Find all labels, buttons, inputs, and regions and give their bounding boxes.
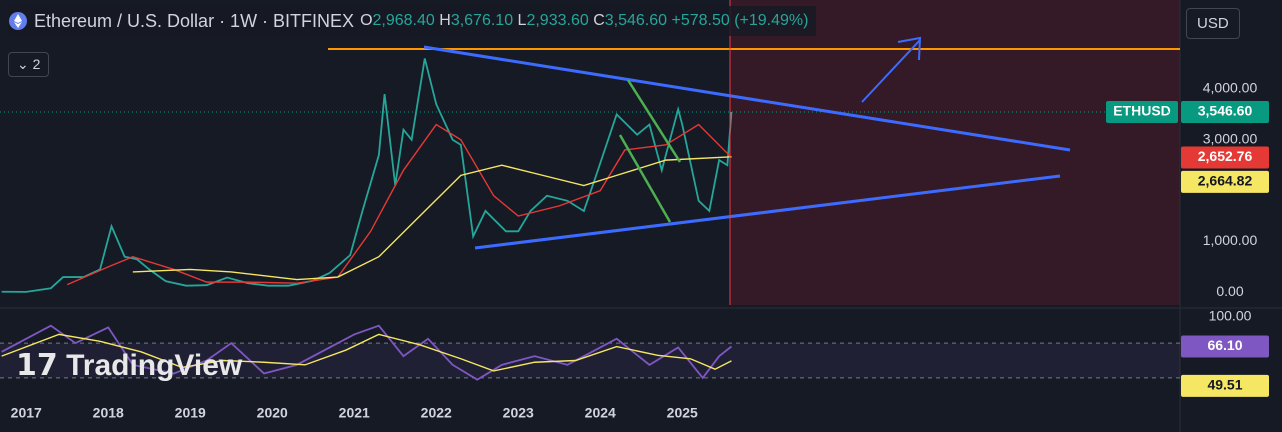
x-tick-label: 2019	[175, 405, 206, 421]
y-tick-label: 4,000.00	[1203, 80, 1258, 96]
price-badge	[1181, 170, 1269, 193]
price-badge-label: 2,652.76	[1198, 148, 1253, 164]
currency-button[interactable]: USD	[1186, 8, 1240, 39]
label: O	[360, 12, 373, 29]
series-line	[1, 333, 732, 372]
x-tick-label: 2020	[257, 405, 288, 421]
legend-header: Ethereum / U.S. Dollar · 1W · BITFINEX O…	[8, 6, 817, 36]
value: 2,933.60	[526, 12, 589, 29]
x-tick-label: 2023	[503, 405, 534, 421]
band-fill	[0, 343, 1180, 378]
y-tick-label: 1,000.00	[1203, 232, 1258, 248]
flag-line	[618, 134, 672, 223]
ohlc: O2,968.40 H3,676.10 L2,933.60 C3,546.60 …	[360, 12, 808, 30]
price-badge-label: 3,546.60	[1198, 103, 1253, 119]
symbol-badge-label: ETHUSD	[1113, 103, 1171, 119]
symbol-badge	[1106, 101, 1178, 124]
projection-arrow	[861, 39, 921, 103]
price-badge-label: 2,664.82	[1198, 173, 1253, 189]
change: +578.50 (+19.49%)	[671, 12, 809, 29]
price-badge-label: 66.10	[1207, 337, 1242, 353]
y-tick-label: 3,000.00	[1203, 130, 1258, 146]
x-tick-label: 2018	[93, 405, 124, 421]
logo: 𝟭𝟳 TradingView	[16, 349, 243, 382]
x-tick-label: 2022	[421, 405, 452, 421]
series-line	[66, 123, 732, 286]
label: H	[439, 12, 451, 29]
logo-text: TradingView	[66, 349, 243, 382]
x-tick-label: 2024	[585, 405, 616, 421]
flag-line	[626, 79, 682, 163]
y-tick-label: 0.00	[1216, 283, 1243, 299]
label: L	[517, 12, 527, 29]
price-badge	[1181, 335, 1269, 358]
triangle-upper	[423, 45, 1071, 152]
value: 2,968.40	[372, 12, 435, 29]
value: 3,546.60	[604, 12, 668, 29]
price-badge	[1181, 374, 1269, 397]
triangle-lower	[474, 174, 1061, 250]
price-badge	[1181, 101, 1269, 124]
price-badge-label: 49.51	[1207, 377, 1242, 393]
price-badge	[1181, 146, 1269, 169]
eth-icon	[9, 12, 27, 30]
label: C	[593, 12, 605, 29]
series-line	[1, 58, 733, 293]
x-tick-label: 2021	[339, 405, 370, 421]
x-tick-label: 2017	[11, 405, 42, 421]
count: 2	[32, 56, 41, 72]
currency: USD	[1197, 15, 1229, 32]
series-line	[132, 156, 732, 281]
series-line	[1, 324, 733, 381]
y-tick-label: 100.00	[1209, 308, 1252, 324]
indicators-toggle[interactable]: ⌄ 2	[8, 52, 50, 77]
value: 3,676.10	[450, 12, 514, 29]
arrow-head	[897, 36, 922, 61]
x-tick-label: 2025	[667, 405, 698, 421]
future-zone	[730, 0, 1180, 305]
symbol: Ethereum / U.S. Dollar · 1W · BITFINEX	[34, 10, 355, 31]
